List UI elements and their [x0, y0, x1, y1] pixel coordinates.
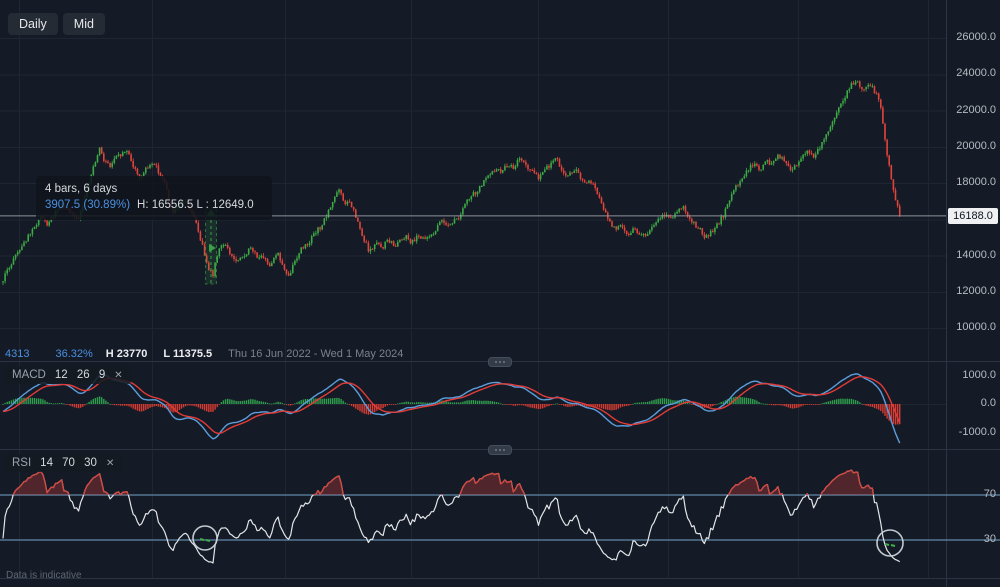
status-low: L 11375.5 — [163, 348, 213, 360]
status-change: 4313 — [5, 348, 30, 360]
macd-params: 12 26 9 — [54, 369, 106, 381]
rsi-legend[interactable]: RSI 14 70 30 ✕ — [4, 454, 123, 472]
rsi-name: RSI — [12, 457, 32, 469]
oversold-circle-annotation — [192, 525, 218, 551]
price-tick: 20000.0 — [956, 139, 996, 152]
measure-tooltip: 4 bars, 6 days 3907.5 (30.89%) H: 16556.5… — [36, 176, 272, 220]
measure-range-box — [205, 207, 217, 285]
rsi-tick: 30 — [983, 533, 996, 545]
price-tick: 14000.0 — [956, 248, 996, 261]
rsi-tick: 70 — [983, 488, 996, 500]
grid — [0, 0, 946, 578]
status-high: H 23770 — [105, 348, 148, 360]
timeframe-daily-button[interactable]: Daily — [8, 13, 58, 35]
macd-name: MACD — [12, 369, 46, 381]
measure-high-low: H: 16556.5 L : 12649.0 — [137, 199, 254, 211]
price-tick: 12000.0 — [956, 284, 996, 297]
panel-resize-handle-macd[interactable] — [488, 357, 512, 367]
price-tick: 18000.0 — [956, 176, 996, 188]
measure-bars-days: 4 bars, 6 days — [45, 183, 118, 195]
rsi-band-lines — [0, 494, 1000, 541]
price-axis[interactable]: 26000.0 24000.0 22000.0 20000.0 18000.0 14000… — [946, 0, 1000, 587]
price-tick: 22000.0 — [956, 103, 996, 116]
measure-right-arrow-icon — [209, 244, 216, 252]
drawing-annotations[interactable] — [192, 207, 904, 557]
status-date-range: Thu 16 Jun 2022 - Wed 1 May 2024 — [228, 348, 404, 360]
rsi-params: 14 70 30 — [40, 457, 97, 469]
macd-close-icon[interactable]: ✕ — [114, 369, 123, 381]
symbol-status-row: 4313 36.32% H 23770 L 11375.5 Thu 16 Jun… — [5, 348, 403, 360]
macd-tick: 0.0 — [980, 397, 996, 409]
macd-tick: 1000.0 — [962, 368, 996, 381]
macd-legend[interactable]: MACD 12 26 9 ✕ — [4, 366, 131, 384]
price-tick: 10000.0 — [956, 321, 996, 333]
macd-series — [2, 373, 901, 444]
price-tick: 26000.0 — [956, 31, 996, 43]
oversold-circle-annotation — [876, 529, 904, 557]
data-indicative-note: Data is indicative — [6, 570, 82, 581]
timeframe-mid-button[interactable]: Mid — [62, 13, 105, 35]
last-price-label: 16188.0 — [948, 207, 998, 224]
rsi-close-icon[interactable]: ✕ — [105, 457, 115, 469]
macd-tick: -1000.0 — [958, 425, 996, 438]
timeframe-toolbar: Daily Mid — [8, 13, 105, 35]
measure-change-value: 3907.5 (30.89%) — [45, 199, 131, 211]
panel-resize-handle-rsi[interactable] — [488, 445, 512, 455]
price-tick: 24000.0 — [956, 67, 996, 80]
status-change-percent: 36.32% — [55, 348, 93, 360]
rsi-series — [2, 469, 901, 564]
